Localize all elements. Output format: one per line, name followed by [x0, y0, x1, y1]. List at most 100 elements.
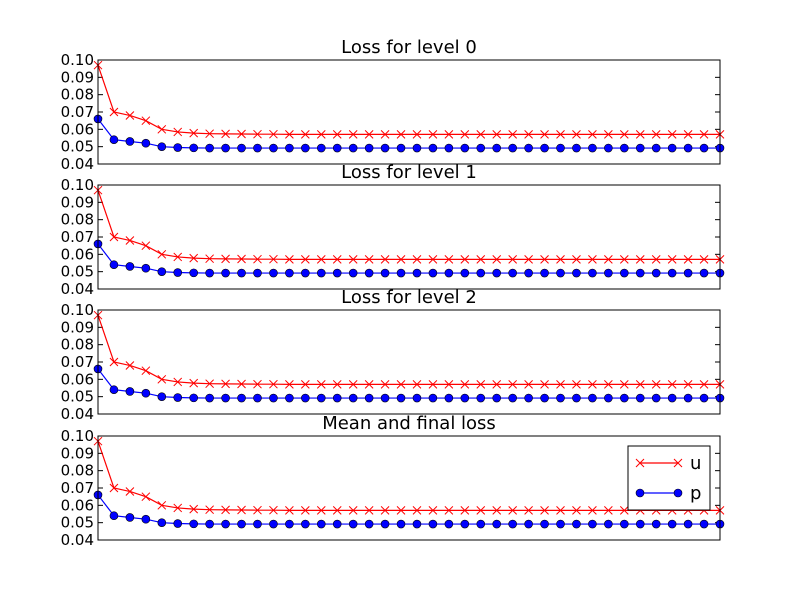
data-point-u [540, 506, 549, 515]
series-line-p [97, 494, 720, 525]
data-point-u [141, 241, 151, 251]
data-point-u [476, 380, 486, 389]
data-point-p [524, 143, 533, 153]
data-point-u [572, 255, 581, 264]
data-point-u [109, 107, 119, 117]
data-point-p [380, 143, 390, 153]
data-point-u [667, 255, 677, 264]
data-point-p [444, 268, 454, 278]
data-point-p [157, 267, 167, 276]
y-tick-label: 0.09 [61, 193, 94, 211]
data-point-p [141, 388, 151, 398]
data-point-p [269, 519, 278, 529]
data-point-u [524, 130, 533, 139]
subplot-title: Loss for level 1 [341, 162, 477, 183]
data-point-p [604, 393, 613, 403]
data-point-u [396, 506, 406, 515]
data-point-u [667, 380, 677, 389]
data-point-u [125, 487, 135, 496]
data-point-p [620, 268, 629, 278]
data-point-p [508, 393, 517, 403]
data-point-p [667, 268, 677, 278]
legend-box [627, 445, 711, 511]
data-point-p [173, 268, 183, 277]
data-point-u [460, 255, 470, 264]
data-point-p [109, 385, 119, 395]
series-u [93, 436, 725, 515]
data-point-u [300, 506, 310, 515]
data-point-p [683, 268, 693, 278]
data-point-u [173, 127, 183, 137]
legend-label-u: u [690, 453, 701, 474]
data-point-u [125, 361, 135, 370]
series-p [93, 114, 725, 153]
data-point-p [683, 393, 693, 403]
y-tick-label: 0.04 [61, 280, 94, 298]
data-point-p [396, 268, 406, 278]
data-point-p [109, 511, 119, 521]
y-tick-label: 0.08 [61, 462, 94, 480]
data-point-p [364, 268, 374, 278]
data-point-p [412, 519, 422, 529]
data-point-u [141, 116, 151, 126]
data-point-u [683, 255, 693, 264]
series-line-u [97, 315, 720, 385]
data-point-u [332, 255, 342, 264]
plot-frame [97, 59, 721, 165]
data-point-u [348, 130, 358, 139]
data-point-u [157, 124, 167, 134]
data-point-p [109, 260, 119, 270]
subplot-title: Mean and final loss [322, 413, 496, 434]
data-point-u [221, 129, 230, 139]
data-point-p [651, 393, 661, 403]
data-point-u [699, 255, 709, 264]
series-u [93, 60, 725, 139]
data-point-u [125, 236, 135, 245]
data-point-p [651, 519, 661, 529]
data-point-p [588, 268, 597, 278]
data-point-u [189, 128, 199, 138]
data-point-p [492, 143, 502, 153]
series-u [93, 310, 725, 389]
data-point-p [237, 143, 246, 153]
data-point-p [205, 143, 214, 153]
data-point-u [141, 492, 151, 502]
data-point-u [651, 255, 661, 264]
data-point-p [588, 519, 597, 529]
data-point-u [205, 379, 214, 389]
data-point-u [316, 380, 326, 389]
data-point-u [508, 255, 518, 264]
data-point-p [285, 393, 294, 403]
data-point-p [157, 142, 167, 151]
data-point-p [620, 393, 629, 403]
data-point-p [332, 519, 342, 529]
data-point-p [141, 263, 151, 273]
data-point-p [635, 268, 645, 278]
data-point-u [221, 254, 230, 264]
data-point-p [301, 393, 310, 403]
data-point-u [300, 255, 310, 264]
data-point-u [316, 506, 326, 515]
data-point-p [173, 519, 183, 528]
data-point-p [667, 519, 677, 529]
data-point-p [460, 519, 470, 529]
data-point-u [635, 130, 645, 139]
data-point-p [635, 143, 645, 153]
data-point-u [364, 255, 374, 264]
data-point-u [380, 255, 390, 264]
data-point-p [444, 393, 454, 403]
data-point-u [524, 255, 533, 264]
data-point-p [508, 268, 517, 278]
series-u [93, 185, 725, 264]
data-point-p [635, 519, 645, 529]
subplot-1: Loss for level 1 0.100.090.080.070.060.05… [61, 162, 725, 298]
data-point-p [572, 143, 581, 153]
data-point-p [253, 393, 262, 403]
data-point-u [619, 255, 629, 264]
data-point-p [301, 519, 310, 529]
data-point-p [428, 393, 438, 403]
data-point-u [444, 506, 454, 515]
data-point-u [635, 380, 645, 389]
data-point-u [221, 505, 230, 515]
data-point-u [604, 506, 613, 515]
